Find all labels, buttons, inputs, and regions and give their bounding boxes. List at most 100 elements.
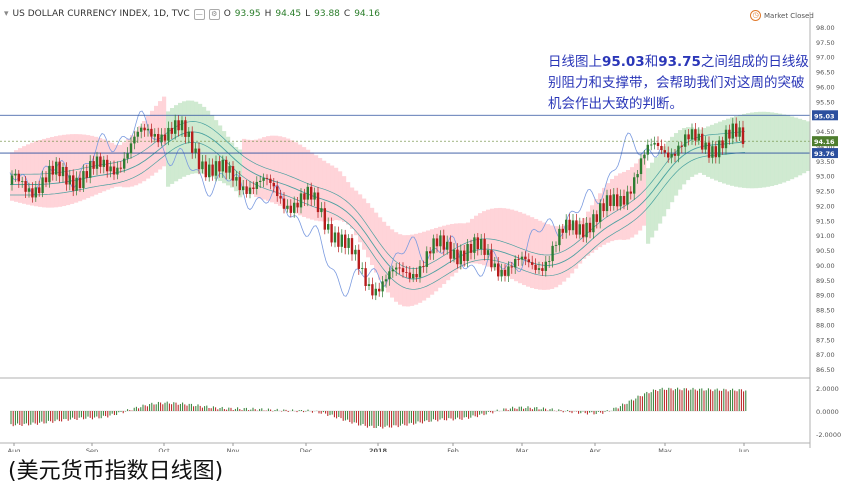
candle-body-down — [330, 224, 333, 243]
candle-body-down — [398, 267, 401, 269]
cloud-segment — [410, 234, 415, 306]
cloud-segment — [602, 187, 607, 245]
cloud-segment — [142, 120, 147, 182]
cloud-segment — [282, 137, 287, 208]
y-tick-label: 88.50 — [816, 307, 835, 315]
candle-body-down — [687, 134, 690, 140]
candle-body-down — [561, 228, 564, 233]
candle-body-up — [208, 164, 211, 178]
axes: 98.0097.5097.0096.5096.0095.5095.0094.50… — [0, 12, 841, 452]
price-tag — [812, 136, 838, 147]
cloud-segment — [482, 211, 487, 266]
candle-body-down — [714, 146, 717, 158]
candle-body-down — [476, 237, 479, 250]
cloud-segment — [162, 96, 167, 167]
cloud-segment — [642, 154, 647, 226]
cloud-segment — [506, 208, 511, 277]
cloud-segment — [370, 207, 375, 266]
cloud-segment — [202, 106, 207, 175]
candle-body-up — [459, 250, 462, 265]
candle-body-up — [650, 144, 653, 146]
candle-body-up — [599, 203, 602, 222]
cloud-segment — [398, 234, 403, 305]
lagging-span-line — [9, 110, 661, 297]
cloud-segment — [246, 139, 251, 192]
y-tick-label: 97.50 — [816, 39, 835, 47]
candle-body-up — [293, 202, 296, 213]
candle-body-down — [371, 284, 374, 296]
candle-body-up — [537, 268, 541, 270]
candle-body-up — [565, 219, 568, 233]
cloud-segment — [686, 127, 691, 181]
cloud-segment — [466, 222, 471, 264]
candle-body-down — [272, 182, 275, 187]
symbol-title[interactable]: US DOLLAR CURRENCY INDEX, 1D, TVC — [12, 9, 190, 19]
cloud-segment — [258, 138, 263, 199]
cloud-segment — [78, 134, 83, 202]
y-tick-label: 86.50 — [816, 366, 835, 374]
candle-body-down — [497, 263, 500, 277]
candle-body-up — [242, 186, 245, 191]
candle-body-up — [554, 245, 558, 246]
candle-body-up — [41, 177, 44, 194]
candle-body-up — [388, 271, 391, 280]
cloud-segment — [538, 220, 543, 290]
cloud-segment — [630, 167, 635, 238]
candle-body-down — [357, 249, 360, 269]
y-tick-label: 97.00 — [816, 54, 835, 62]
candle-body-up — [313, 192, 316, 200]
cloud-segment — [130, 135, 135, 187]
candle-body-down — [316, 192, 320, 213]
cloud-segment — [274, 135, 279, 205]
candle-body-down — [211, 164, 214, 176]
price-chart[interactable]: 98.0097.5097.0096.5096.0095.5095.0094.50… — [0, 0, 863, 452]
candle-body-down — [490, 250, 493, 268]
candle-body-up — [473, 237, 476, 253]
candle-body-up — [82, 171, 85, 189]
cloud-segment — [286, 138, 291, 210]
chart-header: ▾ US DOLLAR CURRENCY INDEX, 1D, TVC — ⚙ … — [4, 6, 380, 22]
candle-body-down — [622, 195, 626, 205]
annotation-text: 日线图上95.03和93.75之间组成的日线级别阻力和支撑带，会帮助我们对这周的… — [548, 52, 810, 115]
y-tick-label: 94.00 — [816, 143, 835, 151]
cloud-segment — [70, 134, 75, 204]
candle-body-up — [136, 131, 139, 137]
candle-body-up — [221, 159, 224, 172]
cloud-segment — [570, 223, 575, 274]
cloud-segment — [618, 173, 623, 240]
y-tick-label: 96.00 — [816, 83, 835, 91]
candle-body-up — [34, 187, 37, 198]
candle-body-up — [89, 161, 92, 178]
candle-body-up — [684, 134, 687, 147]
cloud-segment — [542, 222, 547, 290]
candle-body-up — [571, 220, 575, 231]
candle-body-down — [289, 205, 292, 213]
candle-body-up — [636, 174, 639, 178]
cloud-segment — [110, 142, 115, 189]
candle-body-up — [126, 153, 129, 159]
y-tick-label: 93.50 — [816, 158, 835, 166]
candle-body-up — [446, 241, 449, 250]
candle-body-down — [741, 127, 745, 144]
x-tick-label: Feb — [447, 447, 459, 452]
price-tag — [812, 110, 838, 121]
settings-icon[interactable]: ⚙ — [208, 8, 220, 20]
candle-body-down — [435, 238, 439, 247]
candle-body-down — [728, 129, 731, 139]
cloud-segment — [682, 128, 687, 185]
candle-body-up — [551, 245, 554, 262]
cloud-segment — [562, 225, 567, 282]
symbol-arrow-icon[interactable]: ▾ — [4, 9, 9, 19]
candle-body-down — [680, 145, 683, 147]
candle-body-up — [612, 194, 615, 206]
ma-band-line — [10, 142, 746, 290]
y-tick-label: 87.00 — [816, 351, 835, 359]
high-value: 94.45 — [275, 9, 302, 19]
cloud-segment — [222, 131, 227, 184]
candle-body-down — [483, 239, 486, 255]
cloud-segment — [502, 208, 507, 275]
candle-body-down — [44, 177, 48, 183]
candle-body-up — [116, 167, 119, 175]
cloud-segment — [198, 103, 203, 174]
hide-indicator-icon[interactable]: — — [193, 8, 205, 20]
